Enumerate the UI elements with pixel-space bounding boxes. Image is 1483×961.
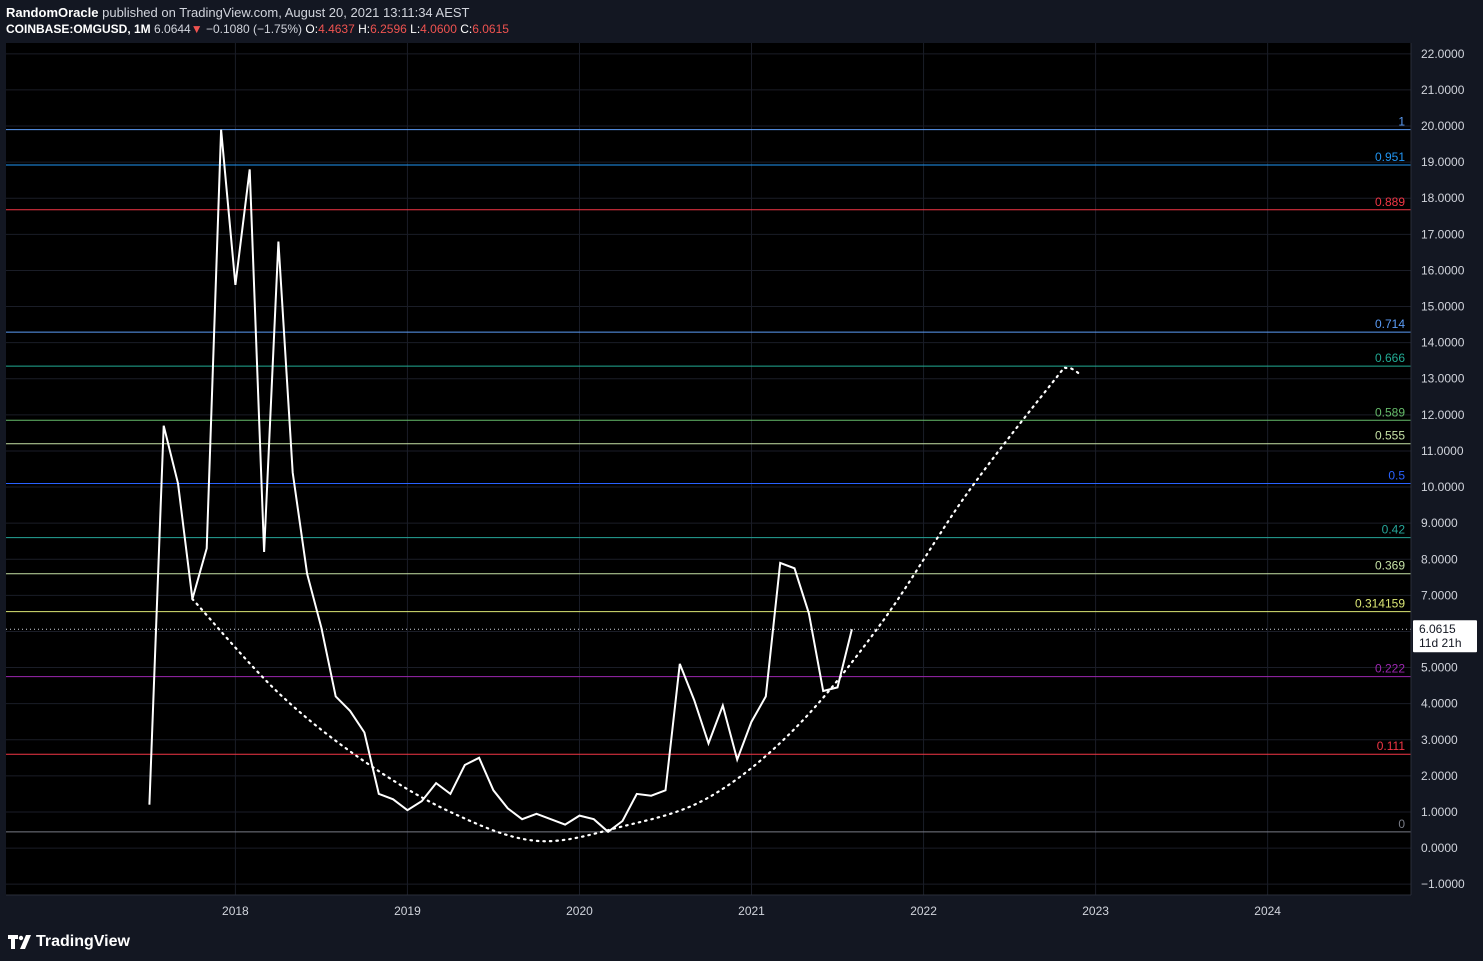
y-tick-label: 10.0000: [1421, 480, 1465, 494]
y-tick-label: 22.0000: [1421, 47, 1465, 61]
y-tick-label: 16.0000: [1421, 263, 1465, 277]
fib-level-label: 0.951: [1375, 150, 1405, 164]
x-tick-label: 2023: [1082, 904, 1109, 918]
y-tick-label: 13.0000: [1421, 372, 1465, 386]
time-axis: [6, 895, 1411, 925]
y-tick-label: 17.0000: [1421, 227, 1465, 241]
y-tick-label: −1.0000: [1421, 877, 1465, 891]
last-price-badge-value: 6.0615: [1419, 622, 1456, 636]
publish-info: RandomOracle published on TradingView.co…: [6, 5, 470, 20]
y-tick-label: 9.0000: [1421, 516, 1458, 530]
x-tick-label: 2022: [910, 904, 937, 918]
fib-level-label: 0.889: [1375, 195, 1405, 209]
y-tick-label: 8.0000: [1421, 552, 1458, 566]
fib-level-label: 0.666: [1375, 351, 1405, 365]
high-label: H:: [358, 22, 371, 36]
y-tick-label: 12.0000: [1421, 408, 1465, 422]
symbol-legend: COINBASE:OMGUSD, 1M 6.0644▼ −0.1080 (−1.…: [6, 22, 509, 36]
fib-level-label: 0: [1398, 817, 1405, 831]
tradingview-logo-icon: [8, 935, 31, 949]
x-tick-label: 2020: [566, 904, 593, 918]
publish-details: published on TradingView.com, August 20,…: [102, 5, 470, 20]
symbol-name[interactable]: COINBASE:OMGUSD, 1M: [6, 22, 151, 36]
fib-level-label: 0.5: [1388, 468, 1405, 482]
fib-level-label: 0.42: [1382, 523, 1406, 537]
fib-level-label: 0.369: [1375, 559, 1405, 573]
y-tick-label: 20.0000: [1421, 119, 1465, 133]
low-value: 4.0600: [420, 22, 457, 36]
last-price-badge: [1413, 620, 1477, 653]
y-tick-label: 5.0000: [1421, 661, 1458, 675]
low-label: L:: [410, 22, 421, 36]
y-tick-label: 2.0000: [1421, 769, 1458, 783]
fib-level-label: 0.111: [1377, 739, 1406, 753]
y-tick-label: 14.0000: [1421, 336, 1465, 350]
fib-level-label: 0.314159: [1355, 597, 1405, 611]
brand-name: TradingView: [36, 933, 130, 950]
y-tick-label: 0.0000: [1421, 841, 1458, 855]
last-price: 6.0644: [154, 22, 191, 36]
y-tick-label: 21.0000: [1421, 83, 1465, 97]
fib-level-label: 1: [1398, 115, 1405, 129]
close-label: C:: [460, 22, 473, 36]
x-tick-label: 2018: [222, 904, 249, 918]
y-tick-label: 15.0000: [1421, 300, 1465, 314]
price-series-line: [148, 129, 853, 834]
fib-level-label: 0.714: [1375, 317, 1405, 331]
y-tick-label: 11.0000: [1421, 444, 1464, 458]
price-chart[interactable]: 1 0.951 0.889 0.714 0.666 0.589 0.555 0.5 0.42 0.…: [6, 43, 1483, 925]
down-arrow-icon: ▼: [190, 22, 203, 36]
fib-level-label: 0.555: [1375, 429, 1405, 443]
author-name[interactable]: RandomOracle: [6, 5, 99, 20]
open-value: 4.4637: [318, 22, 355, 36]
x-tick-label: 2019: [394, 904, 421, 918]
close-value: 6.0615: [472, 22, 509, 36]
y-tick-label: 1.0000: [1421, 805, 1458, 819]
fib-level-label: 0.589: [1375, 405, 1405, 419]
plot-background: [6, 43, 1483, 925]
fib-level-label: 0.222: [1375, 662, 1405, 676]
x-tick-label: 2024: [1254, 904, 1281, 918]
last-price-countdown: 11d 21h: [1419, 636, 1462, 650]
chart-footer: TradingView: [0, 925, 1483, 961]
y-tick-label: 3.0000: [1421, 733, 1458, 747]
tradingview-brand[interactable]: TradingView: [8, 933, 130, 951]
x-tick-label: 2021: [738, 904, 765, 918]
y-tick-label: 19.0000: [1421, 155, 1465, 169]
price-axis: [1411, 43, 1483, 925]
y-tick-label: 7.0000: [1421, 588, 1458, 602]
y-tick-label: 4.0000: [1421, 697, 1458, 711]
y-tick-label: 18.0000: [1421, 191, 1465, 205]
high-value: 6.2596: [370, 22, 407, 36]
price-change: −0.1080 (−1.75%): [205, 22, 303, 36]
open-label: O:: [305, 22, 319, 36]
chart-header: RandomOracle published on TradingView.co…: [0, 0, 1483, 42]
